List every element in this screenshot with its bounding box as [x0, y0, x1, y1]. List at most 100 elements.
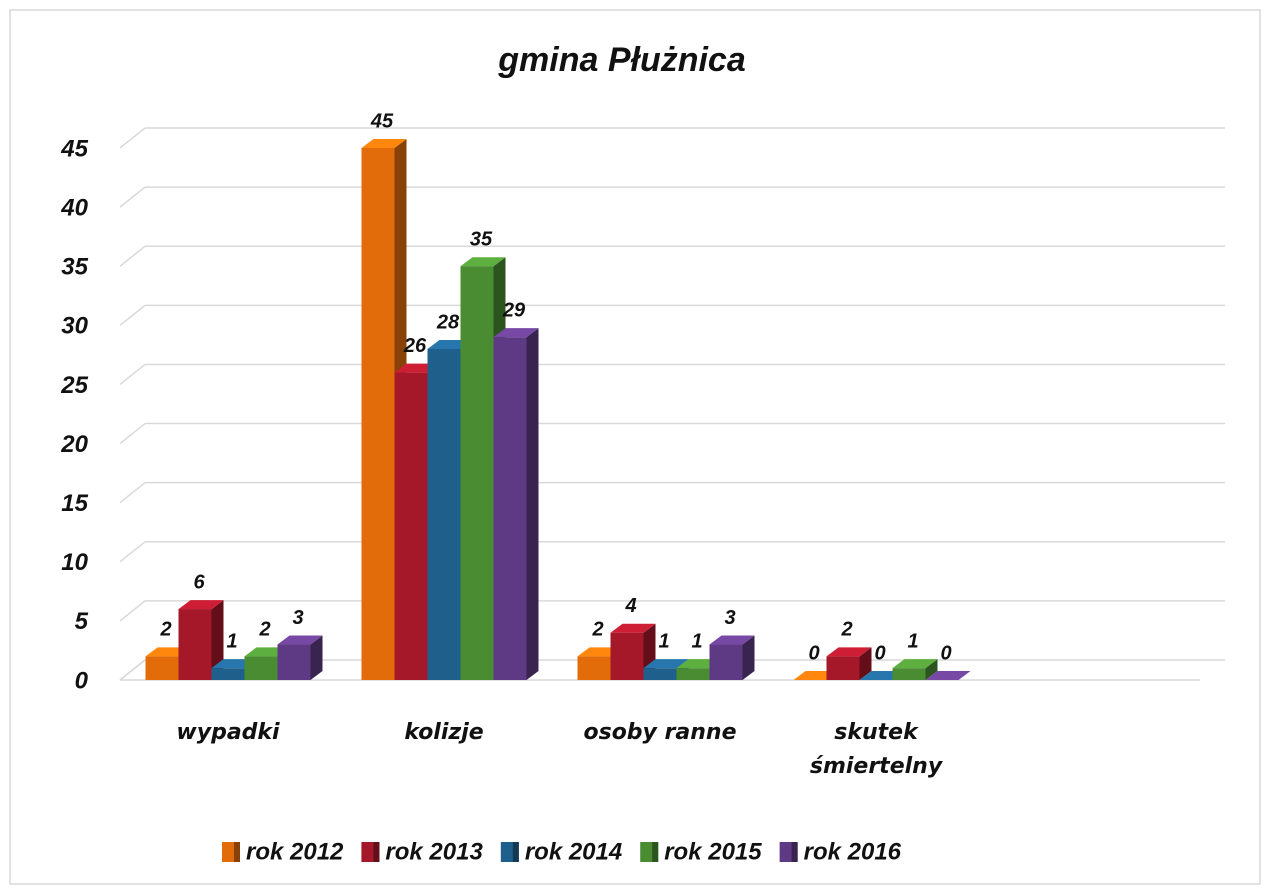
grid-line [119, 482, 146, 504]
y-tick-label: 10 [61, 549, 88, 576]
value-label: 35 [470, 229, 493, 251]
value-label: 28 [436, 311, 460, 333]
bar-side [925, 659, 938, 680]
bar-top [925, 671, 971, 680]
bar-front [178, 609, 212, 680]
chart-title: gmina Płużnica [497, 41, 746, 79]
y-tick-label: 15 [61, 490, 88, 517]
bar-front [394, 372, 428, 680]
legend-label: rok 2014 [525, 838, 622, 865]
bar-side [310, 635, 323, 680]
value-label: 1 [658, 630, 669, 652]
bar-side [211, 600, 224, 680]
value-label: 2 [258, 619, 270, 641]
chart-border [9, 9, 1261, 885]
bar [178, 600, 224, 680]
legend-swatch-shade [373, 842, 380, 862]
y-tick-label: 5 [75, 608, 89, 635]
grid-line [119, 541, 146, 563]
bar-front [460, 266, 494, 680]
bar [493, 328, 539, 680]
bar-front [277, 644, 311, 680]
x-tick-label: osoby ranne [583, 720, 737, 745]
value-label: 3 [724, 607, 735, 629]
y-tick-label: 40 [60, 194, 88, 221]
x-label-box: kolizje [404, 720, 484, 745]
bar [610, 623, 656, 680]
bar-front [493, 337, 527, 680]
value-label: 29 [502, 299, 526, 321]
bar-top [643, 659, 689, 669]
bar-side [742, 635, 755, 680]
bar-front [577, 656, 611, 680]
bar-front [244, 656, 278, 680]
bar [925, 671, 971, 680]
bar-top [493, 328, 539, 338]
y-tick-label: 20 [60, 431, 88, 458]
value-label: 2 [840, 619, 852, 641]
value-label: 3 [292, 607, 303, 629]
bar-top [892, 659, 938, 669]
x-label-box: wypadki [176, 720, 279, 745]
value-label: 0 [940, 642, 951, 664]
value-label: 2 [159, 619, 171, 641]
grid-line [119, 186, 146, 208]
bar [826, 647, 872, 680]
legend-swatch-shade [234, 842, 240, 862]
x-tick-label: skutek śmiertelny [809, 720, 943, 779]
value-label: 6 [193, 571, 205, 593]
grid-line [119, 127, 146, 149]
legend-label: rok 2013 [385, 838, 483, 865]
bar-top [178, 600, 224, 610]
grid-line [119, 422, 146, 445]
bar-front [427, 348, 461, 680]
value-label: 26 [403, 335, 427, 357]
y-tick-label: 35 [61, 254, 88, 281]
legend-swatch-shade [512, 842, 519, 862]
bar-top [610, 623, 656, 633]
legend-label: rok 2012 [246, 838, 344, 865]
bar-front [709, 644, 743, 680]
legend-swatch-shade [652, 842, 659, 862]
legend-label: rok 2015 [664, 838, 762, 865]
x-tick-label: kolizje [404, 720, 484, 745]
y-tick-label: 25 [60, 372, 88, 399]
bar [277, 635, 323, 680]
value-label: 1 [691, 630, 702, 652]
bar [709, 635, 755, 680]
value-label: 1 [226, 630, 237, 652]
bar-front [892, 668, 926, 680]
grid-line [119, 245, 146, 267]
value-label: 4 [624, 595, 636, 617]
bar-front [145, 656, 179, 680]
bar [892, 659, 938, 680]
legend-label: rok 2016 [804, 838, 902, 865]
x-label-box: osoby ranne [583, 720, 737, 745]
bar-top [277, 635, 323, 645]
bar-top [709, 635, 755, 645]
bar-top [361, 139, 407, 148]
bar-side [526, 328, 539, 680]
bar-top [826, 647, 872, 657]
grid-line [119, 304, 146, 326]
bar-front [643, 668, 677, 680]
grid-line [119, 600, 146, 622]
bar-side [859, 647, 872, 680]
bar-front [676, 668, 710, 680]
x-label-box: skutek śmiertelny [809, 720, 943, 779]
value-label: 2 [591, 619, 603, 641]
grid-line [119, 363, 146, 386]
value-label: 1 [907, 630, 918, 652]
grid-line [119, 659, 146, 681]
value-label: 45 [370, 110, 394, 132]
value-label: 0 [808, 642, 819, 664]
bar-front [211, 668, 245, 680]
legend-swatch-shade [791, 842, 798, 862]
bar-front [610, 632, 644, 680]
y-tick-label: 30 [61, 313, 88, 340]
bar-top [460, 257, 506, 267]
y-tick-label: 0 [75, 667, 89, 694]
bar-front [361, 148, 395, 680]
value-label: 0 [874, 642, 885, 664]
